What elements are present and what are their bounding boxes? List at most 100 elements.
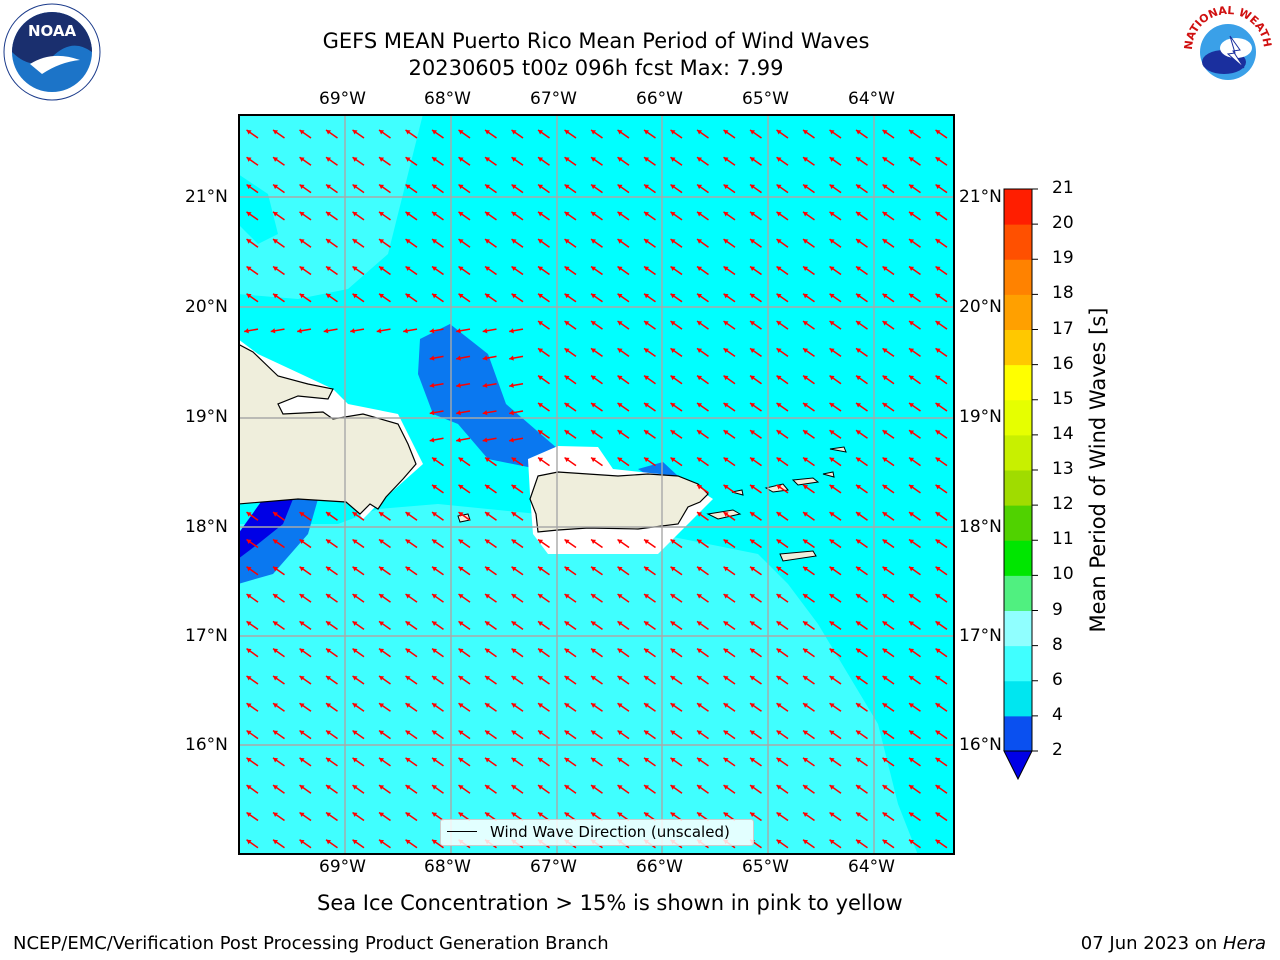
wind-wave-arrow-head bbox=[909, 703, 915, 708]
wind-wave-arrow-head bbox=[776, 594, 782, 599]
wind-wave-arrow-head bbox=[776, 430, 782, 435]
wind-wave-arrow-head bbox=[273, 703, 279, 708]
wind-wave-arrow-head bbox=[564, 321, 570, 326]
wind-wave-arrow-head bbox=[750, 211, 756, 217]
wind-wave-arrow-head bbox=[482, 355, 488, 361]
wind-wave-arrow-head bbox=[352, 757, 358, 763]
wind-wave-arrow-head bbox=[509, 328, 514, 334]
wind-wave-arrow-head bbox=[644, 321, 650, 326]
wind-wave-arrow-head bbox=[617, 594, 623, 599]
wind-wave-arrow-head bbox=[299, 239, 305, 244]
wind-wave-arrow-head bbox=[511, 211, 517, 217]
wind-wave-arrow-head bbox=[432, 730, 438, 736]
wind-wave-arrow-head bbox=[750, 129, 756, 135]
wind-wave-arrow-head bbox=[326, 539, 332, 545]
wind-wave-arrow-head bbox=[511, 539, 517, 545]
wind-wave-arrow-head bbox=[723, 129, 729, 135]
wind-wave-arrow-head bbox=[829, 566, 835, 572]
wind-wave-arrow-head bbox=[644, 129, 650, 135]
wind-wave-arrow-head bbox=[856, 375, 862, 381]
wind-wave-arrow-head bbox=[432, 566, 438, 572]
wind-wave-arrow-head bbox=[432, 266, 438, 272]
wind-wave-arrow-head bbox=[697, 785, 703, 790]
wind-wave-arrow-head bbox=[246, 703, 252, 708]
colorbar-tick-label: 10 bbox=[1052, 564, 1074, 585]
wind-wave-arrow-head bbox=[299, 293, 305, 299]
wind-wave-arrow-head bbox=[882, 321, 888, 326]
wind-wave-arrow-head bbox=[882, 566, 888, 572]
wind-wave-arrow-head bbox=[326, 785, 332, 790]
colorbar-segment bbox=[1004, 189, 1032, 225]
wind-wave-arrow-head bbox=[935, 675, 941, 681]
wind-wave-arrow-head bbox=[670, 675, 676, 681]
wind-wave-arrow-head bbox=[723, 566, 729, 572]
wind-wave-arrow-head bbox=[935, 348, 941, 353]
wind-wave-arrow-head bbox=[617, 375, 623, 381]
lon-label-top-66w: 66°W bbox=[636, 89, 683, 109]
wind-wave-arrow-head bbox=[644, 293, 650, 299]
wind-wave-arrow-head bbox=[564, 375, 570, 381]
wind-wave-arrow-head bbox=[429, 355, 435, 361]
wind-wave-arrow-head bbox=[670, 157, 676, 162]
wind-wave-arrow-head bbox=[485, 675, 491, 681]
wind-wave-arrow-head bbox=[776, 621, 782, 626]
wind-wave-arrow-head bbox=[273, 757, 279, 763]
wind-wave-arrow-head bbox=[882, 157, 888, 162]
wind-wave-arrow-head bbox=[538, 211, 544, 217]
wind-wave-arrow-head bbox=[538, 457, 544, 463]
wind-wave-arrow-head bbox=[803, 703, 809, 708]
wind-wave-arrow-head bbox=[670, 621, 676, 626]
wind-wave-arrow-head bbox=[485, 129, 491, 135]
wind-wave-arrow-head bbox=[935, 757, 941, 763]
wind-wave-arrow-head bbox=[750, 321, 756, 326]
wind-wave-arrow-head bbox=[697, 812, 703, 818]
wind-wave-arrow-head bbox=[485, 621, 491, 626]
wind-wave-arrow-head bbox=[591, 266, 597, 272]
wind-wave-arrow-head bbox=[882, 484, 888, 490]
wind-wave-arrow-head bbox=[405, 621, 411, 626]
wind-wave-arrow-head bbox=[882, 675, 888, 681]
land-st-croix bbox=[779, 550, 817, 562]
wind-wave-arrow-head bbox=[856, 293, 862, 299]
wind-wave-arrow-head bbox=[482, 328, 488, 334]
wind-wave-arrow-head bbox=[432, 211, 438, 217]
wind-wave-arrow-head bbox=[273, 566, 279, 572]
lon-label-top-65w: 65°W bbox=[742, 89, 789, 109]
wind-wave-arrow-head bbox=[511, 675, 517, 681]
wind-wave-arrow-head bbox=[697, 430, 703, 435]
wind-wave-arrow-head bbox=[803, 266, 809, 272]
wind-wave-arrow-head bbox=[856, 184, 862, 190]
wind-wave-arrow-head bbox=[909, 539, 915, 545]
wind-wave-arrow-head bbox=[882, 375, 888, 381]
wind-wave-arrow-head bbox=[405, 184, 411, 190]
colorbar-segment bbox=[1004, 294, 1032, 330]
wind-wave-arrow-head bbox=[803, 675, 809, 681]
wind-wave-arrow-head bbox=[935, 321, 941, 326]
wind-wave-arrow-head bbox=[246, 512, 252, 517]
wind-wave-arrow-head bbox=[273, 239, 279, 244]
wind-wave-arrow-head bbox=[856, 348, 862, 353]
wind-wave-arrow-head bbox=[299, 539, 305, 545]
wind-wave-arrow-head bbox=[511, 566, 517, 572]
wind-wave-arrow-head bbox=[299, 211, 305, 217]
wind-wave-arrow-head bbox=[564, 594, 570, 599]
wind-wave-arrow-head bbox=[776, 539, 782, 545]
wind-wave-arrow-head bbox=[591, 430, 597, 435]
wind-wave-arrow-head bbox=[246, 675, 252, 681]
wind-wave-arrow-head bbox=[591, 648, 597, 654]
wind-wave-arrow-head bbox=[697, 457, 703, 463]
wind-wave-arrow-head bbox=[750, 375, 756, 381]
wind-wave-arrow-head bbox=[697, 239, 703, 244]
wind-wave-arrow-head bbox=[379, 594, 385, 599]
wind-wave-arrow-head bbox=[326, 594, 332, 599]
wind-wave-arrow-head bbox=[617, 785, 623, 790]
wind-wave-arrow-head bbox=[485, 648, 491, 654]
lat-label-right-21n: 21°N bbox=[959, 187, 1002, 207]
wind-wave-arrow-head bbox=[909, 457, 915, 463]
wind-wave-arrow-head bbox=[882, 266, 888, 272]
wind-wave-arrow-head bbox=[803, 757, 809, 763]
wind-wave-arrow-head bbox=[723, 293, 729, 299]
wind-wave-arrow-head bbox=[458, 539, 464, 545]
wind-wave-arrow-head bbox=[432, 703, 438, 708]
wind-wave-arrow-head bbox=[909, 266, 915, 272]
